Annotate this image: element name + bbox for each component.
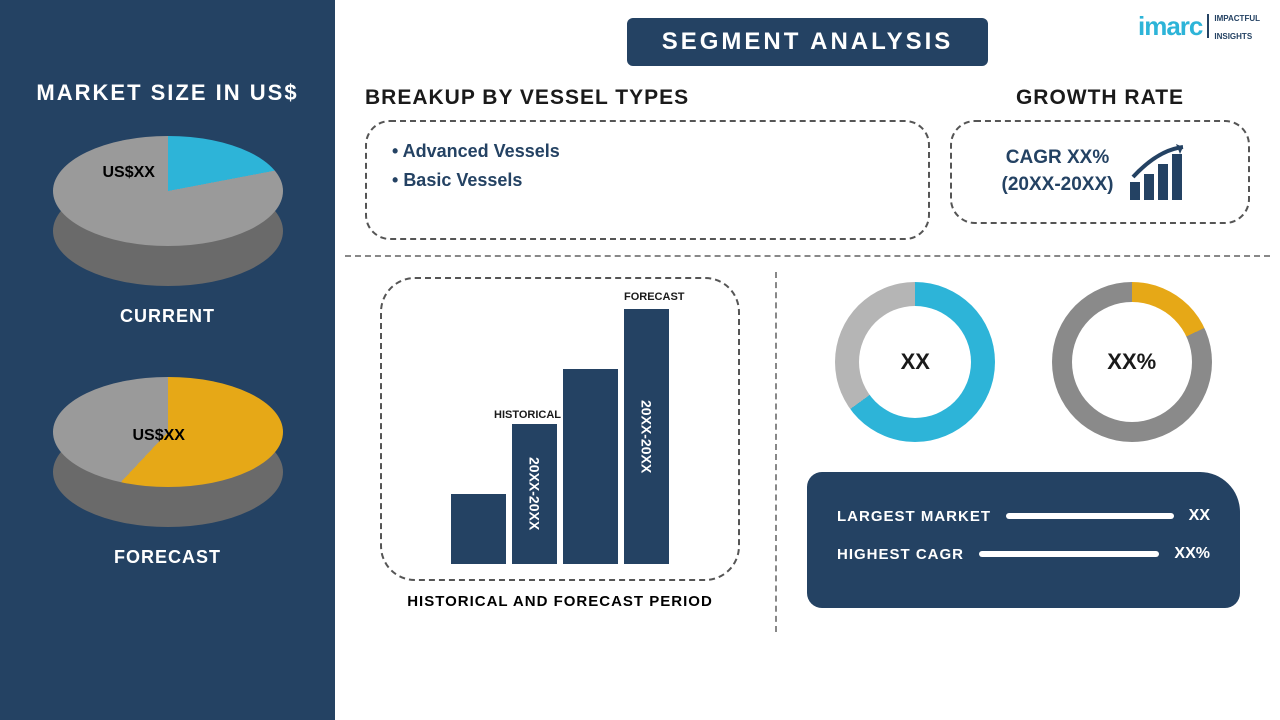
- vessel-list: Advanced VesselsBasic Vessels: [392, 137, 903, 195]
- donut-value: XX%: [1107, 349, 1156, 375]
- growth-chart-icon: [1128, 142, 1198, 202]
- lower-row: 20XX-20XX 20XX-20XX HISTORICAL FORECAST HI…: [335, 257, 1280, 657]
- pie-caption: FORECAST: [114, 547, 221, 568]
- metrics-section: XX XX% LARGEST MARKET XX HIGHEST CAGR XX%: [777, 257, 1270, 647]
- historical-caption: HISTORICAL AND FORECAST PERIOD: [407, 593, 713, 610]
- growth-box: CAGR XX% (20XX-20XX): [950, 120, 1250, 224]
- pie-chart: US$XX CURRENT: [53, 136, 283, 327]
- main-panel: imarc IMPACTFULINSIGHTS SEGMENT ANALYSIS…: [335, 0, 1280, 720]
- brand-logo: imarc IMPACTFULINSIGHTS: [1138, 8, 1260, 44]
- breakup-heading: BREAKUP BY VESSEL TYPES: [365, 86, 930, 110]
- metric-value: XX: [1189, 507, 1210, 525]
- bar-label-forecast: FORECAST: [624, 291, 685, 303]
- upper-row: BREAKUP BY VESSEL TYPES Advanced Vessels…: [335, 66, 1280, 255]
- metric-row: LARGEST MARKET XX: [837, 507, 1210, 525]
- donut-chart: XX%: [1052, 282, 1212, 442]
- sidebar: MARKET SIZE IN US$ US$XX CURRENT US$XX F…: [0, 0, 335, 720]
- metric-bar: [979, 551, 1159, 557]
- metric-value: XX%: [1174, 545, 1210, 563]
- logo-divider: [1207, 14, 1209, 38]
- growth-heading: GROWTH RATE: [1016, 86, 1184, 110]
- bar: [563, 369, 618, 564]
- donut-row: XX XX%: [807, 282, 1240, 442]
- bar-chart: 20XX-20XX 20XX-20XX: [412, 304, 708, 564]
- bar: [451, 494, 506, 564]
- bar: 20XX-20XX: [624, 309, 669, 564]
- vessel-item: Basic Vessels: [392, 166, 903, 195]
- historical-box: 20XX-20XX 20XX-20XX HISTORICAL FORECAST: [380, 277, 740, 581]
- donut-chart: XX: [835, 282, 995, 442]
- metric-label: HIGHEST CAGR: [837, 546, 964, 563]
- historical-section: 20XX-20XX 20XX-20XX HISTORICAL FORECAST HI…: [345, 257, 775, 647]
- sidebar-title: MARKET SIZE IN US$: [36, 80, 298, 106]
- bar: 20XX-20XX: [512, 424, 557, 564]
- logo-tagline: IMPACTFULINSIGHTS: [1214, 8, 1260, 44]
- vessel-item: Advanced Vessels: [392, 137, 903, 166]
- growth-section: GROWTH RATE CAGR XX% (20XX-20XX): [950, 86, 1250, 240]
- bar-label-historical: HISTORICAL: [494, 409, 561, 421]
- breakup-box: Advanced VesselsBasic Vessels: [365, 120, 930, 240]
- metric-bar: [1006, 513, 1174, 519]
- metrics-box: LARGEST MARKET XX HIGHEST CAGR XX%: [807, 472, 1240, 608]
- pie-value: US$XX: [103, 164, 155, 182]
- pie-value: US$XX: [133, 427, 185, 445]
- pie-caption: CURRENT: [120, 306, 215, 327]
- breakup-section: BREAKUP BY VESSEL TYPES Advanced Vessels…: [365, 86, 930, 240]
- page-title: SEGMENT ANALYSIS: [627, 18, 989, 66]
- metric-label: LARGEST MARKET: [837, 508, 991, 525]
- cagr-text: CAGR XX% (20XX-20XX): [1002, 145, 1114, 198]
- donut-value: XX: [901, 349, 930, 375]
- logo-text: imarc: [1138, 11, 1202, 42]
- metric-row: HIGHEST CAGR XX%: [837, 545, 1210, 563]
- pie-chart: US$XX FORECAST: [53, 377, 283, 568]
